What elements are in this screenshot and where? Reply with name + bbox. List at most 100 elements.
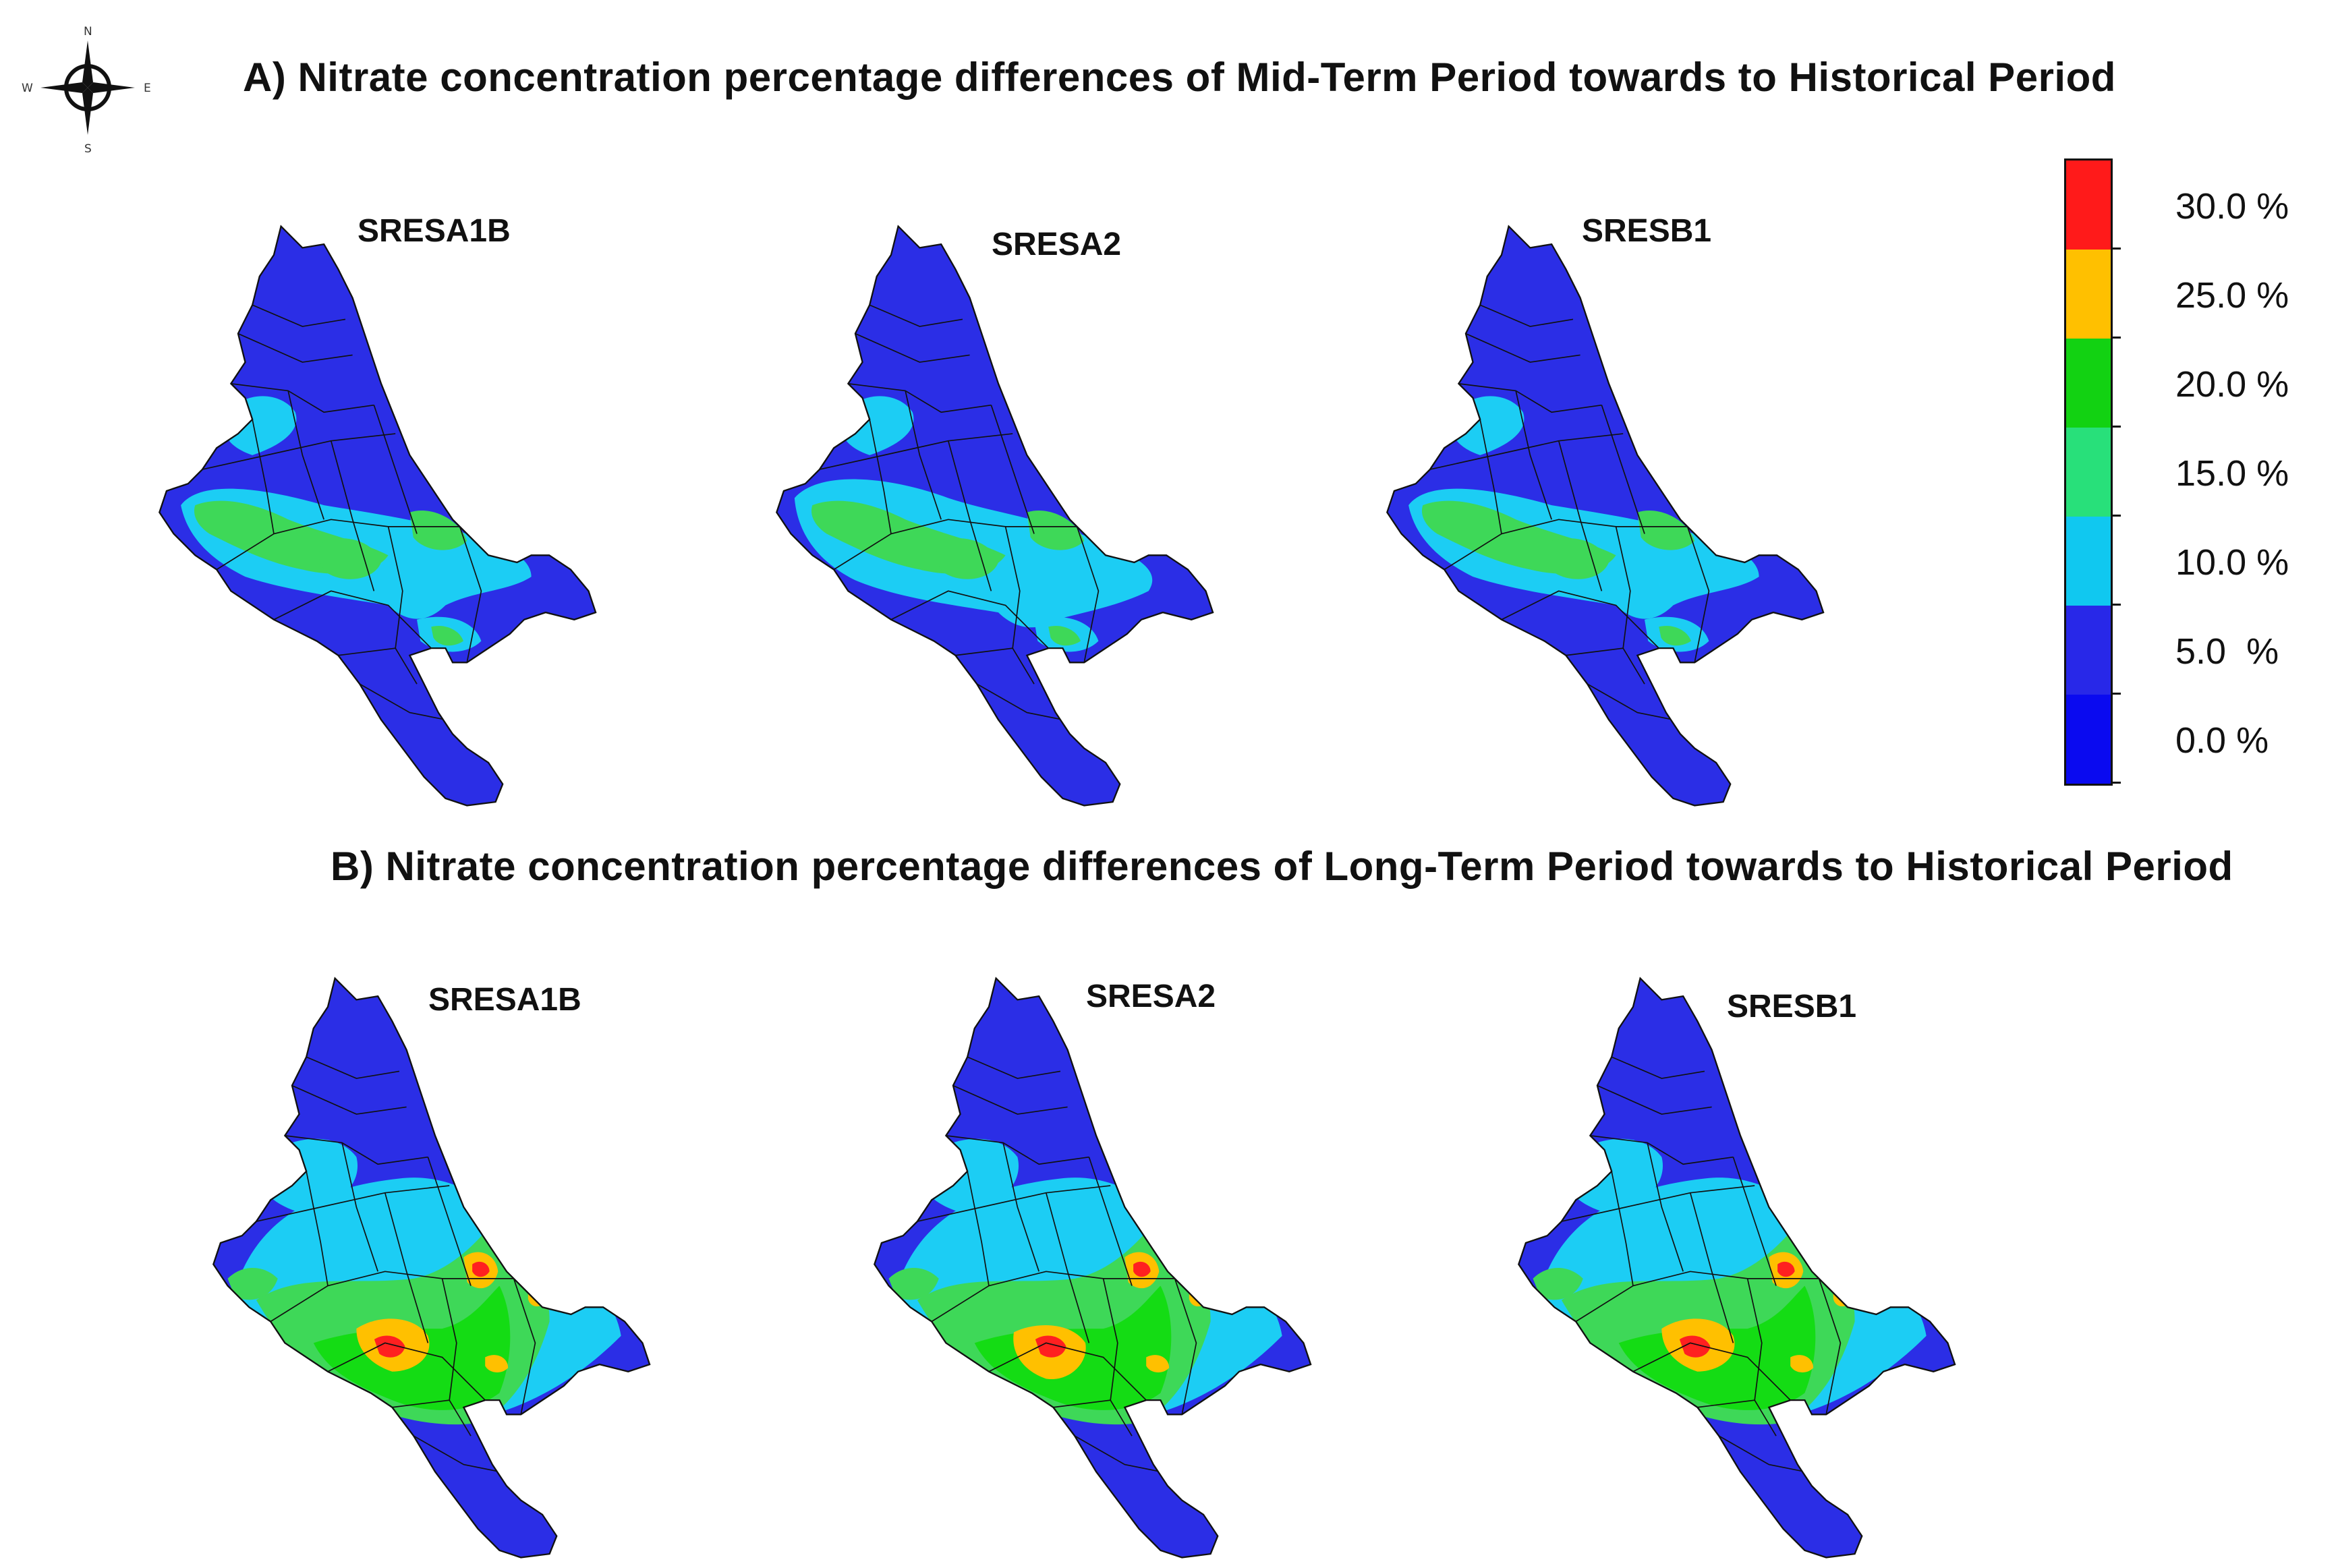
contour-zone <box>318 538 381 579</box>
compass-south: S <box>84 142 92 155</box>
municipal-boundary <box>252 419 275 534</box>
map-a-sresa1b <box>132 219 631 813</box>
map-boundaries <box>917 1056 1197 1473</box>
municipal-boundary <box>1686 526 1710 663</box>
legend-label: 25.0 % <box>2175 275 2289 316</box>
municipal-boundary <box>976 683 1063 721</box>
map-svg <box>159 225 597 807</box>
map-outline <box>1518 977 1956 1559</box>
municipal-boundary <box>869 304 963 327</box>
municipal-boundary <box>952 1084 1068 1115</box>
municipal-boundary <box>905 390 942 520</box>
municipal-boundary <box>1045 1192 1090 1343</box>
municipal-boundary <box>1611 1171 1634 1286</box>
legend-tick <box>2113 693 2121 695</box>
map-svg <box>776 225 1214 807</box>
municipal-boundary <box>1575 1271 1819 1323</box>
municipal-boundary <box>1174 1278 1197 1415</box>
legend-swatch <box>2066 161 2111 250</box>
legend-tick <box>2113 782 2121 784</box>
contour-zone <box>1637 510 1695 550</box>
municipal-boundary <box>270 1271 514 1323</box>
contour-zone <box>227 1268 278 1300</box>
map-contour-group <box>227 1138 621 1425</box>
map-outline <box>1386 225 1825 807</box>
map-a-sresb1 <box>1359 219 1858 813</box>
municipal-boundary <box>1458 383 1602 413</box>
legend-swatch <box>2066 428 2111 517</box>
contour-zone <box>1146 1355 1170 1372</box>
map-outline <box>874 977 1312 1559</box>
municipal-boundary <box>1818 1278 1842 1415</box>
map-a-sresa2 <box>749 219 1248 813</box>
municipal-boundary <box>202 433 396 470</box>
municipal-boundary <box>967 1171 990 1286</box>
legend-label: 0.0 % <box>2175 720 2269 761</box>
municipal-boundary <box>990 405 1035 534</box>
municipal-boundary <box>1429 433 1624 470</box>
municipal-boundary <box>216 519 460 571</box>
map-boundaries <box>1561 1056 1842 1473</box>
legend-color-bar <box>2064 158 2113 786</box>
map-outline <box>212 977 651 1559</box>
compass-north: N <box>84 25 92 38</box>
map-b3-label: SRESB1 <box>1727 989 1857 1024</box>
map-a3-label: SRESB1 <box>1582 213 1712 249</box>
legend-swatch <box>2066 250 2111 339</box>
map-boundaries <box>256 1056 536 1473</box>
legend-label: 15.0 % <box>2175 453 2289 494</box>
municipal-boundary <box>285 1135 428 1165</box>
legend-tick <box>2113 515 2121 517</box>
contour-zone <box>1790 1355 1814 1372</box>
municipal-boundary <box>1601 405 1645 534</box>
municipal-boundary <box>1732 1157 1777 1286</box>
municipal-boundary <box>988 1342 1147 1401</box>
municipal-boundary <box>1102 1278 1118 1401</box>
municipal-boundary <box>1561 1185 1755 1222</box>
municipal-boundary <box>1002 1142 1039 1272</box>
municipal-boundary <box>819 433 1013 470</box>
municipal-boundary <box>427 1157 472 1286</box>
municipal-boundary <box>341 1142 378 1272</box>
map-boundaries <box>202 304 482 721</box>
compass-west: W <box>22 82 33 95</box>
legend-tick <box>2113 248 2121 250</box>
contour-zone <box>485 1355 509 1372</box>
map-a1-label: SRESA1B <box>358 213 511 249</box>
legend-swatch <box>2066 339 2111 428</box>
contour-zone <box>431 625 463 646</box>
municipal-boundary <box>1076 526 1100 663</box>
municipal-boundary <box>1746 1278 1763 1401</box>
compass-rose-icon: N S W E <box>22 25 151 156</box>
map-outline <box>159 225 597 807</box>
municipal-boundary <box>252 304 346 327</box>
legend-label: 30.0 % <box>2175 186 2289 227</box>
municipal-boundary <box>306 1171 329 1286</box>
map-b-sresb1 <box>1491 971 1990 1565</box>
municipal-boundary <box>306 1056 400 1079</box>
municipal-boundary <box>1465 332 1580 363</box>
map-outline <box>776 225 1214 807</box>
contour-zone <box>1546 538 1609 579</box>
municipal-boundary <box>291 1084 407 1115</box>
legend-swatch <box>2066 517 2111 606</box>
section-a-title: A) Nitrate concentration percentage diff… <box>243 55 2116 100</box>
municipal-boundary <box>359 683 446 721</box>
contour-zone <box>936 538 998 579</box>
contour-zone <box>472 1261 490 1277</box>
legend-tick <box>2113 337 2121 339</box>
map-boundaries <box>819 304 1100 721</box>
legend-swatch <box>2066 606 2111 695</box>
municipal-boundary <box>1004 526 1021 649</box>
legend-swatch <box>2066 695 2111 784</box>
map-b-sresa2 <box>847 971 1346 1565</box>
color-legend: 30.0 % 25.0 % 20.0 % 15.0 % 10.0 % 5.0 % 0.0 % <box>2064 158 2334 792</box>
municipal-boundary <box>855 332 970 363</box>
contour-zone <box>1048 625 1081 646</box>
municipal-boundary <box>1611 1056 1705 1079</box>
municipal-boundary <box>1597 1084 1712 1115</box>
municipal-boundary <box>890 590 1049 649</box>
municipal-boundary <box>1587 683 1674 721</box>
municipal-boundary <box>848 383 992 413</box>
municipal-boundary <box>946 1135 1089 1165</box>
